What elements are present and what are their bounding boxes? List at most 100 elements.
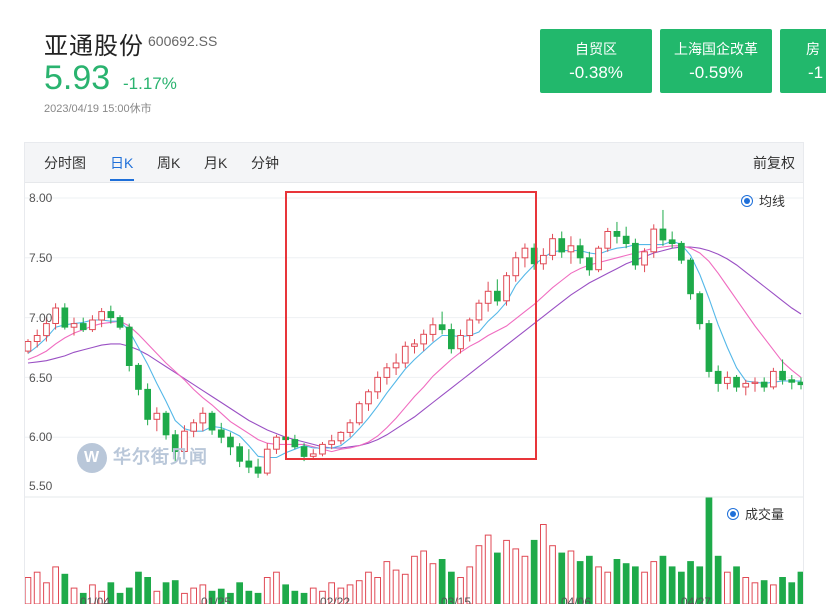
sector-card-ftz[interactable]: 自贸区 -0.38% <box>540 29 652 93</box>
tab-weekly-k[interactable]: 周K <box>157 153 180 173</box>
volume-bar <box>264 578 270 604</box>
volume-legend-toggle[interactable]: 成交量 <box>727 504 784 523</box>
volume-bar <box>642 572 648 604</box>
sector-change: -0.38% <box>540 63 652 83</box>
candle-down <box>633 243 639 265</box>
volume-bar <box>117 593 123 604</box>
volume-bar <box>485 535 491 604</box>
volume-bar <box>25 578 31 604</box>
candle-up <box>725 377 731 383</box>
forward-adjust-toggle[interactable]: 前复权 <box>753 153 795 173</box>
volume-bar <box>651 562 657 604</box>
sector-name: 房 <box>780 39 826 59</box>
candle-up <box>191 423 197 431</box>
candle-down <box>449 330 455 349</box>
candle-up <box>513 258 519 276</box>
candle-up <box>522 248 528 258</box>
candle-up <box>550 239 556 256</box>
y-tick-label: 6.00 <box>29 430 52 444</box>
y-tick-label: 8.00 <box>29 191 52 205</box>
candle-down <box>136 365 142 389</box>
volume-bar <box>706 498 712 604</box>
candle-down <box>577 246 583 258</box>
stock-timestamp: 2023/04/19 15:00休市 <box>44 100 152 116</box>
volume-bar <box>126 588 132 604</box>
volume-bar <box>366 572 372 604</box>
radio-selected-icon <box>741 195 753 207</box>
sector-card-partial[interactable]: 房 -1 <box>780 29 826 93</box>
candle-down <box>218 430 224 437</box>
volume-bar <box>743 578 749 604</box>
candle-up <box>771 371 777 387</box>
candle-down <box>62 308 68 327</box>
candle-down <box>780 371 786 379</box>
volume-bar <box>301 593 307 604</box>
tab-intraday[interactable]: 分时图 <box>44 153 86 173</box>
candle-up <box>743 383 749 387</box>
candle-up <box>200 413 206 423</box>
candle-down <box>495 291 501 301</box>
volume-bar <box>421 551 427 604</box>
candle-up <box>274 437 280 449</box>
candle-down <box>679 243 685 260</box>
candle-down <box>798 382 803 384</box>
volume-bar <box>62 574 68 604</box>
candle-up <box>541 255 547 263</box>
volume-bar <box>513 549 519 604</box>
ma-legend-label: 均线 <box>759 194 785 209</box>
candle-up <box>596 248 602 270</box>
candle-down <box>80 324 86 330</box>
candle-down <box>209 413 215 430</box>
candle-up <box>99 312 105 320</box>
candle-up <box>476 303 482 320</box>
candle-up <box>568 246 574 252</box>
volume-bar <box>136 572 142 604</box>
volume-bar <box>246 591 252 604</box>
ma-legend-toggle[interactable]: 均线 <box>741 191 785 210</box>
candle-up <box>421 334 427 344</box>
candle-up <box>310 454 316 456</box>
volume-bar <box>145 578 151 604</box>
candle-up <box>338 432 344 440</box>
candle-down <box>301 447 307 457</box>
volume-bar <box>384 562 390 604</box>
candle-down <box>669 240 675 244</box>
candle-down <box>706 324 712 372</box>
stock-price: 5.93 <box>44 59 110 98</box>
candle-up <box>504 276 510 301</box>
candle-up <box>412 344 418 346</box>
volume-bar <box>375 578 381 604</box>
candle-up <box>366 392 372 404</box>
candle-down <box>292 440 298 447</box>
volume-bar <box>633 567 639 604</box>
candle-down <box>715 371 721 383</box>
tab-monthly-k[interactable]: 月K <box>204 153 227 173</box>
volume-bar <box>522 556 528 604</box>
sector-name: 自贸区 <box>540 39 652 59</box>
candle-down <box>734 377 740 387</box>
volume-bar <box>596 567 602 604</box>
candle-up <box>605 232 611 249</box>
volume-bar <box>182 593 188 604</box>
tab-daily-k[interactable]: 日K <box>110 153 133 173</box>
volume-bar <box>715 556 721 604</box>
volume-bar <box>412 556 418 604</box>
volume-bar <box>798 572 803 604</box>
volume-bar <box>550 546 556 604</box>
candle-up <box>347 423 353 433</box>
volume-bar <box>669 567 675 604</box>
sector-card-soe-reform[interactable]: 上海国企改革 -0.59% <box>660 29 772 93</box>
volume-bar <box>504 540 510 604</box>
candle-down <box>228 437 234 447</box>
chart-panel: 分时图 日K 周K 月K 分钟 前复权 8.00 7.50 7.00 6.50 … <box>24 142 804 604</box>
candle-down <box>614 232 620 237</box>
candle-down <box>587 258 593 270</box>
candle-down <box>126 327 132 365</box>
tab-minute[interactable]: 分钟 <box>251 153 279 173</box>
candle-up <box>34 336 40 342</box>
candle-up <box>467 320 473 336</box>
volume-bar <box>614 560 620 604</box>
candle-up <box>264 449 270 473</box>
volume-bar <box>430 564 436 604</box>
